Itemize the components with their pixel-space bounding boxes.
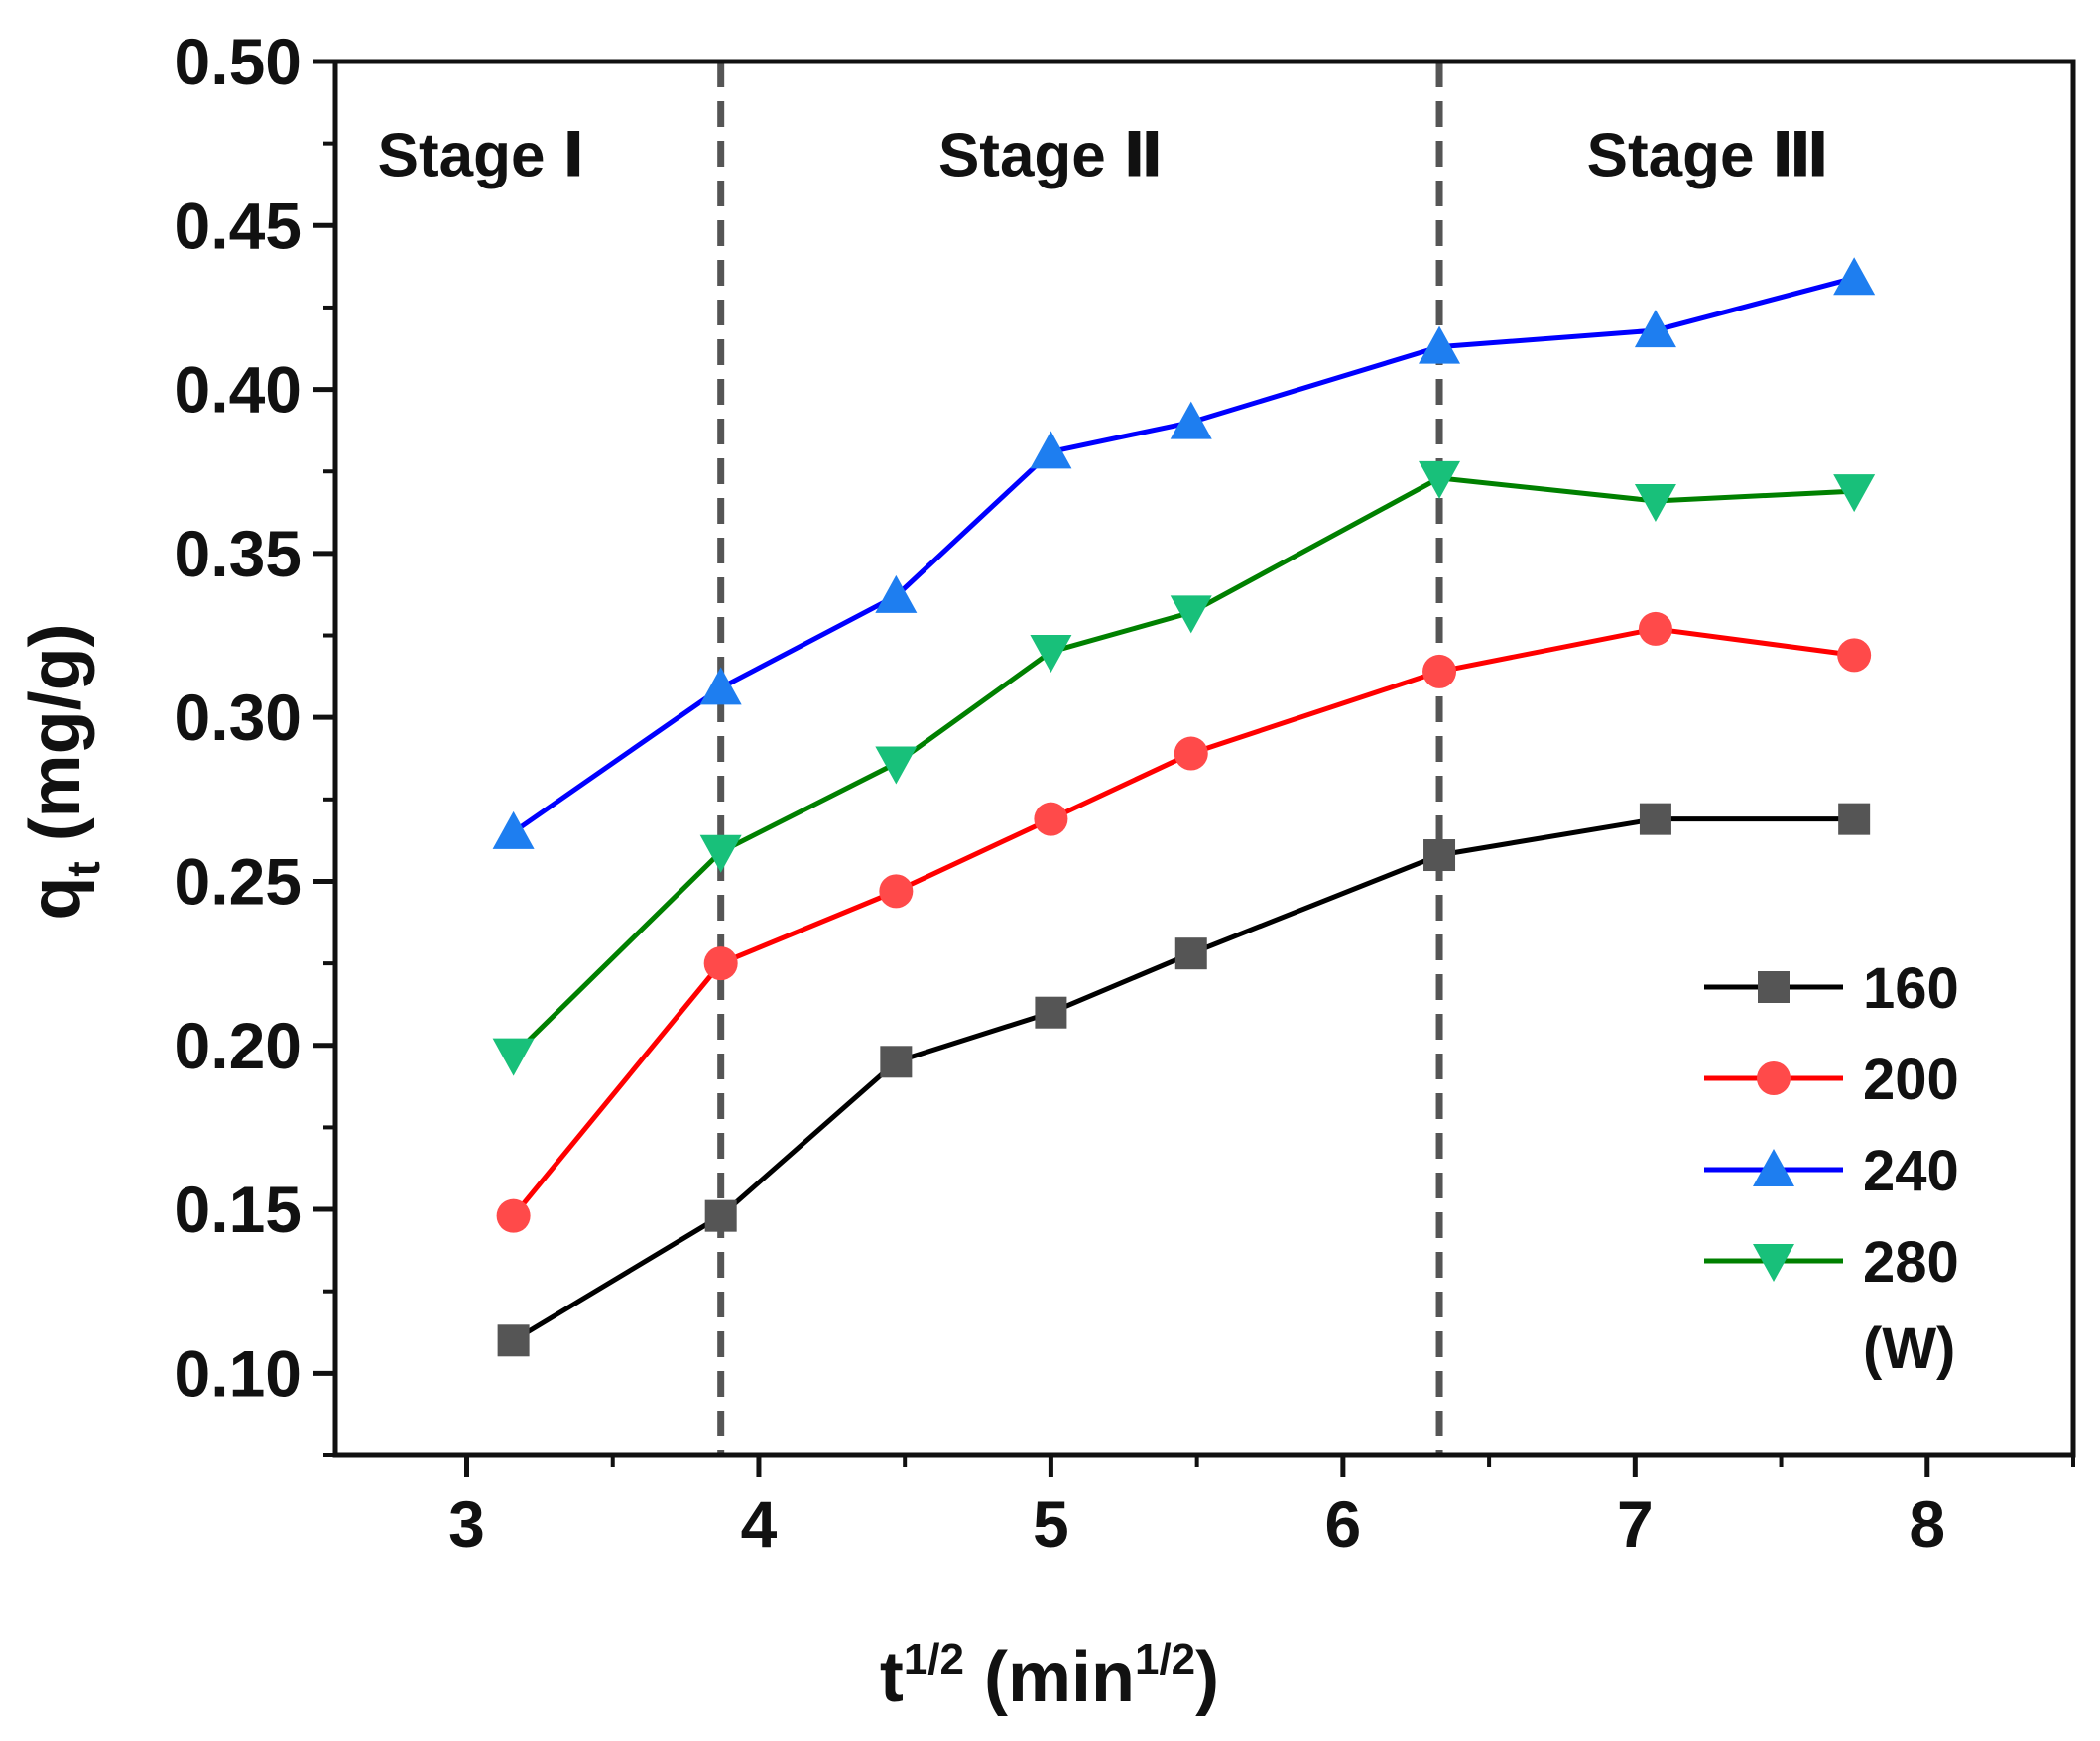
x-tick-label: 6 <box>1325 1487 1362 1560</box>
legend-unit: (W) <box>1863 1316 1955 1381</box>
legend-item-240: 240 <box>1704 1139 1959 1203</box>
legend: 160 200 240 280 (W) <box>1704 956 1959 1381</box>
data-point-200 <box>879 874 914 909</box>
x-tick-label: 3 <box>448 1487 485 1560</box>
x-axis-title: t1/2 (min1/2) <box>880 1635 1219 1717</box>
data-point-160 <box>704 1199 737 1232</box>
data-point-240 <box>1170 401 1212 439</box>
data-point-200 <box>1422 654 1457 688</box>
y-tick-label: 0.15 <box>175 1173 302 1246</box>
x-tick-label: 7 <box>1617 1487 1654 1560</box>
data-point-280 <box>1634 483 1676 522</box>
data-point-280 <box>1170 595 1212 634</box>
legend-label: 240 <box>1863 1139 1959 1203</box>
data-point-240 <box>1634 310 1676 348</box>
stage-dividers <box>717 62 1443 1455</box>
data-point-240 <box>1419 325 1461 364</box>
data-point-200 <box>703 946 738 981</box>
y-tick-label: 0.25 <box>175 844 302 918</box>
data-point-240 <box>699 667 742 705</box>
legend-marker <box>1757 1061 1791 1095</box>
data-point-240 <box>875 574 918 613</box>
y-tick-label: 0.20 <box>175 1009 302 1082</box>
y-axis-title: qt (mg/g) <box>16 623 109 920</box>
data-point-200 <box>1174 736 1208 771</box>
stage-label-3: Stage Ⅲ <box>1587 122 1830 190</box>
stage-label-1: Stage Ⅰ <box>378 122 585 190</box>
y-tick-label: 0.35 <box>175 517 302 590</box>
series-line-240 <box>512 275 1855 834</box>
legend-marker <box>1753 1244 1794 1282</box>
y-tick-label: 0.30 <box>175 681 302 754</box>
axis-ticks: 3 4 5 6 7 8 0.10 0.15 0.20 0.25 0.30 0.35 0.40 0.45 0.… <box>175 25 2075 1560</box>
series-line-160 <box>512 816 1855 1343</box>
data-point-160 <box>880 1046 913 1078</box>
data-point-160 <box>1838 803 1871 835</box>
series-layer <box>492 257 1876 1357</box>
data-point-280 <box>875 746 918 785</box>
legend-item-280: 280 <box>1704 1230 1959 1295</box>
y-tick-label: 0.50 <box>175 25 302 98</box>
series-200 <box>496 611 1872 1233</box>
x-tick-label: 4 <box>741 1487 778 1560</box>
stage-labels: Stage Ⅰ Stage Ⅱ Stage Ⅲ <box>378 122 1830 190</box>
series-160 <box>497 803 1871 1357</box>
y-tick-label: 0.10 <box>175 1336 302 1410</box>
data-point-160 <box>1639 803 1671 835</box>
legend-label: 200 <box>1863 1048 1959 1112</box>
legend-marker <box>1758 971 1790 1003</box>
legend-label: 280 <box>1863 1230 1959 1295</box>
legend-item-160: 160 <box>1704 956 1959 1021</box>
data-point-280 <box>1030 635 1072 674</box>
series-240 <box>492 257 1876 849</box>
legend-marker <box>1753 1149 1794 1186</box>
x-tick-label: 5 <box>1033 1487 1069 1560</box>
legend-label: 160 <box>1863 956 1959 1021</box>
data-point-280 <box>699 834 742 873</box>
data-point-200 <box>1837 638 1872 673</box>
series-line-280 <box>511 475 1855 1057</box>
series-280 <box>492 460 1876 1076</box>
x-tick-label: 8 <box>1909 1487 1945 1560</box>
data-point-200 <box>496 1198 531 1233</box>
data-point-240 <box>1833 257 1876 296</box>
data-point-280 <box>1419 460 1461 499</box>
data-point-200 <box>1034 802 1068 836</box>
plot-frame <box>332 59 2076 1458</box>
data-point-240 <box>492 810 535 849</box>
stage-label-2: Stage Ⅱ <box>938 122 1164 190</box>
data-point-160 <box>1423 839 1456 872</box>
data-point-280 <box>492 1038 535 1076</box>
plot-border <box>332 59 2076 1458</box>
y-tick-label: 0.45 <box>175 188 302 262</box>
data-point-200 <box>1638 611 1672 646</box>
data-point-160 <box>497 1324 530 1357</box>
series-line-200 <box>511 626 1855 1218</box>
y-tick-label: 0.40 <box>175 353 302 427</box>
data-point-240 <box>1030 431 1072 469</box>
data-point-160 <box>1035 996 1067 1029</box>
legend-item-200: 200 <box>1704 1048 1959 1112</box>
data-point-160 <box>1174 937 1207 970</box>
data-point-280 <box>1833 474 1876 513</box>
